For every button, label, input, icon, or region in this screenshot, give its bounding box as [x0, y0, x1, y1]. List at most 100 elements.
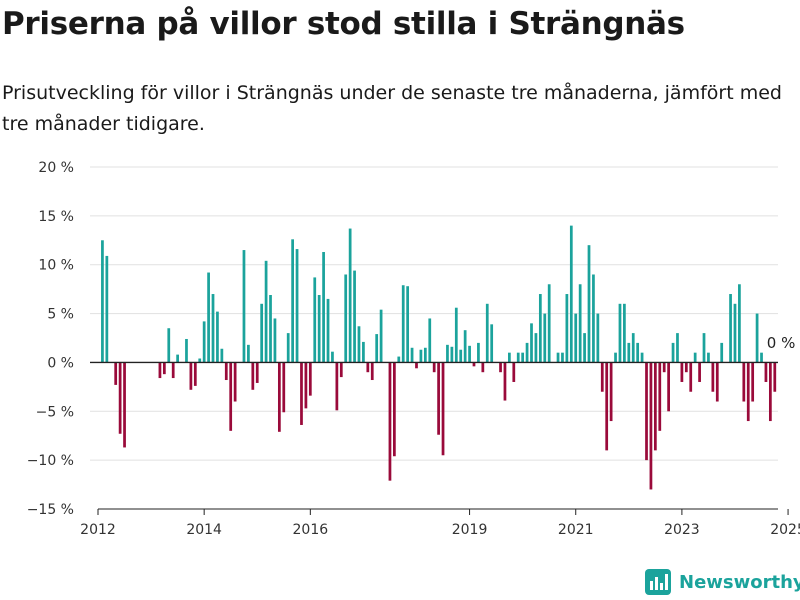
bar [331, 351, 334, 363]
bar [198, 358, 202, 363]
bar [388, 362, 392, 481]
bar [481, 362, 485, 373]
bar [216, 311, 219, 363]
bar [286, 333, 290, 363]
y-tick-label: 0 % [47, 355, 74, 371]
bar [592, 274, 595, 363]
bar [167, 328, 171, 363]
bar [569, 225, 573, 363]
bar [264, 260, 268, 363]
y-tick-label: 20 % [38, 160, 74, 176]
bar [308, 362, 312, 396]
bar [658, 362, 662, 431]
chart-title: Priserna på villor stod stilla i Strängn… [2, 6, 685, 42]
bar [247, 344, 250, 363]
bar [260, 303, 264, 363]
bar [419, 349, 423, 363]
y-tick-label: 5 % [47, 307, 74, 323]
bar [751, 362, 755, 402]
bar [123, 362, 126, 448]
bar [640, 352, 644, 363]
bar [375, 334, 379, 363]
bar [738, 284, 741, 363]
y-tick-label: 10 % [38, 258, 74, 274]
bar [304, 362, 308, 409]
bar [277, 362, 281, 432]
y-tick-label: −10 % [27, 453, 74, 469]
bar [477, 342, 480, 363]
bar [114, 362, 118, 385]
bar [207, 272, 210, 363]
y-tick-label: −5 % [36, 404, 74, 420]
bar [472, 362, 476, 367]
bar [291, 239, 294, 363]
x-tick-label: 2016 [293, 522, 329, 538]
bar [242, 250, 246, 363]
bar [768, 362, 772, 422]
bar [370, 362, 374, 381]
bar [578, 284, 582, 363]
bar [631, 333, 635, 363]
bar [627, 342, 631, 363]
bar [605, 362, 609, 451]
bar [118, 362, 122, 434]
bar [362, 341, 365, 363]
bar [251, 362, 255, 390]
bar [366, 362, 370, 373]
bar [300, 362, 303, 425]
bar [733, 303, 737, 363]
bar [534, 333, 538, 363]
bar [680, 362, 684, 382]
bar [707, 352, 710, 363]
bar [353, 270, 356, 363]
grid-lines [90, 166, 778, 461]
bar [415, 362, 418, 369]
bar [693, 352, 697, 363]
bar [229, 362, 233, 431]
bar [379, 309, 383, 363]
bar [437, 362, 440, 435]
bar [176, 354, 179, 363]
bar [322, 252, 325, 363]
bar [282, 362, 286, 413]
bar [317, 295, 321, 363]
bar [454, 307, 458, 363]
bar [428, 318, 432, 363]
bar [485, 303, 489, 363]
bar [202, 321, 206, 363]
bar [348, 228, 352, 363]
bar [729, 294, 732, 363]
bar [565, 294, 569, 363]
brand-name: Newsworthy [679, 571, 800, 593]
bar [516, 352, 520, 363]
bar [530, 323, 533, 363]
bar [269, 295, 272, 363]
bar [543, 313, 547, 363]
bar [508, 352, 511, 363]
bar [446, 344, 449, 363]
bar [764, 362, 768, 382]
x-tick-label: 2014 [186, 522, 222, 538]
bar [313, 277, 317, 363]
bar [211, 294, 215, 363]
bar [397, 356, 401, 363]
last-value-label: 0 % [767, 334, 796, 352]
x-tick-label: 2019 [452, 522, 488, 538]
bar [335, 362, 339, 411]
bar [105, 255, 109, 363]
bar [587, 245, 591, 363]
bar [525, 342, 529, 363]
bar [667, 362, 670, 412]
bar [295, 249, 299, 363]
bar [538, 294, 542, 363]
bar [662, 362, 666, 373]
bar [711, 362, 715, 392]
x-tick-label: 2023 [664, 522, 700, 538]
bar [233, 362, 237, 402]
bar [339, 362, 343, 378]
bar [459, 349, 463, 363]
bar [326, 298, 330, 363]
bar [410, 347, 414, 363]
x-tick-label: 2025 [770, 522, 800, 538]
